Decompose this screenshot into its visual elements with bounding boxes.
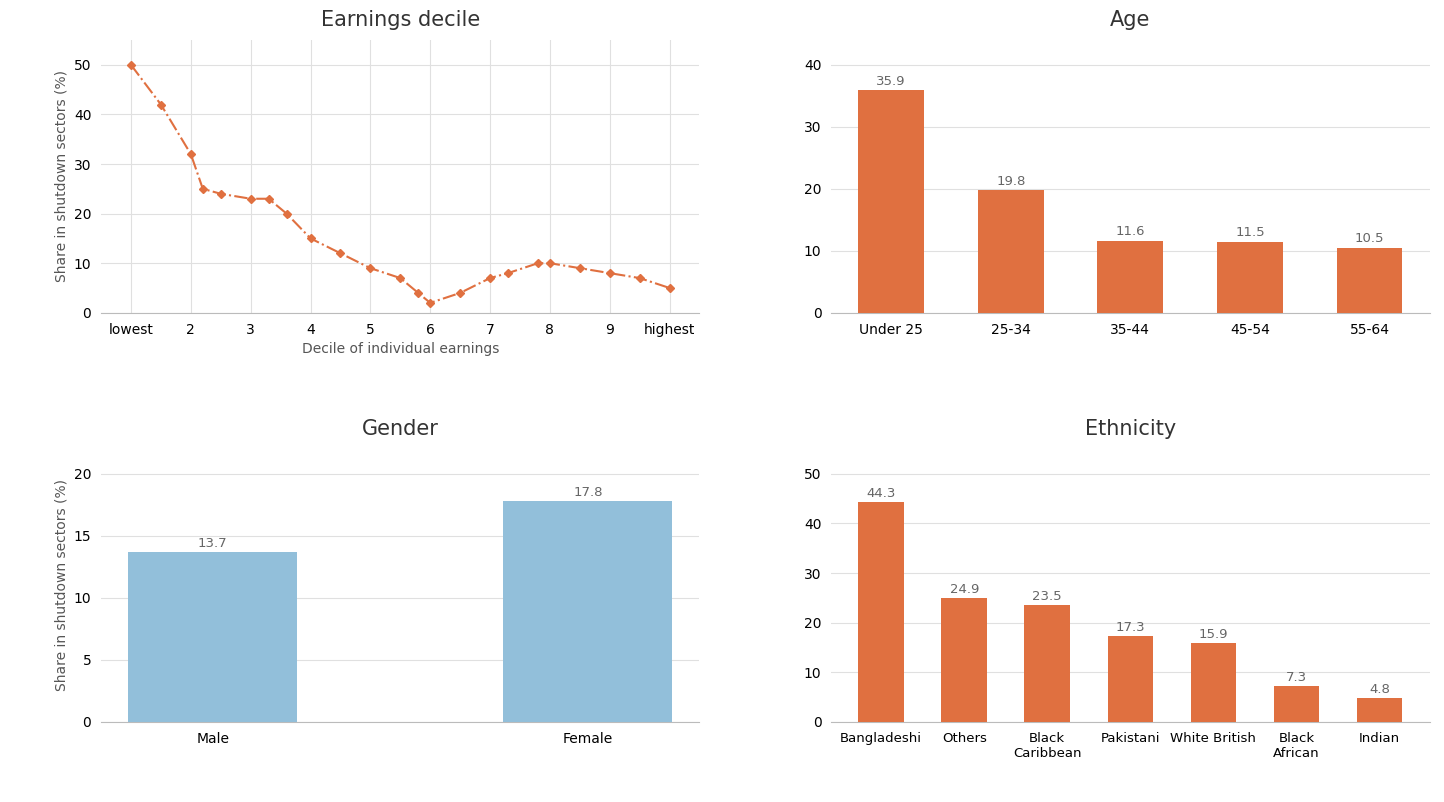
Text: 35.9: 35.9 xyxy=(877,75,905,88)
Bar xyxy=(1357,698,1402,722)
Title: Gender: Gender xyxy=(362,419,439,439)
Text: 23.5: 23.5 xyxy=(1032,590,1063,603)
X-axis label: Decile of individual earnings: Decile of individual earnings xyxy=(302,342,500,356)
Text: 15.9: 15.9 xyxy=(1199,628,1229,641)
Text: 24.9: 24.9 xyxy=(950,583,979,597)
Bar xyxy=(1337,248,1402,313)
Bar xyxy=(1097,241,1164,313)
Text: 17.3: 17.3 xyxy=(1116,621,1145,634)
Bar xyxy=(504,501,673,722)
Bar xyxy=(858,502,904,722)
Bar xyxy=(1024,606,1070,722)
Text: 11.5: 11.5 xyxy=(1235,226,1265,239)
Y-axis label: Share in shutdown sectors (%): Share in shutdown sectors (%) xyxy=(55,480,68,691)
Bar xyxy=(1217,241,1282,313)
Text: 13.7: 13.7 xyxy=(198,537,228,549)
Title: Age: Age xyxy=(1110,10,1151,30)
Bar xyxy=(1274,686,1320,722)
Bar xyxy=(858,91,924,313)
Title: Ethnicity: Ethnicity xyxy=(1084,419,1175,439)
Text: 7.3: 7.3 xyxy=(1287,670,1307,683)
Title: Earnings decile: Earnings decile xyxy=(321,10,479,30)
Bar xyxy=(941,598,988,722)
Bar xyxy=(978,190,1044,313)
Text: 19.8: 19.8 xyxy=(996,175,1025,188)
Text: 17.8: 17.8 xyxy=(573,486,602,499)
Text: 11.6: 11.6 xyxy=(1116,225,1145,238)
Bar xyxy=(1190,643,1236,722)
Text: 10.5: 10.5 xyxy=(1354,233,1385,245)
Text: 4.8: 4.8 xyxy=(1369,683,1391,696)
Y-axis label: Share in shutdown sectors (%): Share in shutdown sectors (%) xyxy=(55,71,68,282)
Bar xyxy=(1108,636,1154,722)
Bar xyxy=(129,552,297,722)
Text: 44.3: 44.3 xyxy=(866,487,895,500)
